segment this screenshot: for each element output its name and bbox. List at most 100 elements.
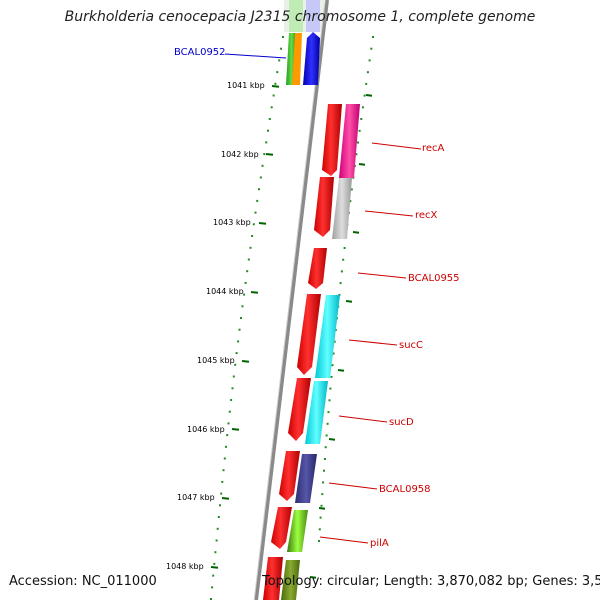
gc-dot-right (322, 481, 325, 484)
scale-tick (258, 222, 267, 225)
gene-label-bcal0952[interactable]: BCAL0952 (174, 47, 226, 58)
gc-dot-left (241, 305, 244, 308)
cds-arrow-partial (263, 557, 283, 600)
gc-dot-right (334, 329, 337, 331)
gc-dot-right (372, 36, 374, 38)
gc-dot-left (249, 246, 252, 249)
gc-dot-right (365, 82, 368, 85)
scale-tick-right (318, 507, 326, 510)
gc-dot-right (358, 129, 361, 132)
gc-dot-right (339, 282, 342, 285)
cds-arrow-top-blue (303, 32, 320, 85)
sequence-backbone (254, 0, 329, 600)
gc-dot-left (231, 387, 234, 390)
scale-label-1044: 1044 kbp (206, 287, 244, 296)
gc-dot-left (223, 457, 226, 460)
gc-dot-right (318, 528, 321, 531)
gc-dot-left (268, 118, 271, 120)
scale-label-1046: 1046 kbp (187, 425, 225, 434)
gc-dot-right (328, 399, 331, 402)
scale-tick (265, 153, 274, 156)
gc-dot-left (235, 352, 238, 355)
leader-sucd (338, 415, 388, 423)
scale-tick (221, 497, 230, 500)
gc-dot-right (318, 540, 320, 542)
gene-label-recx[interactable]: recX (415, 210, 438, 221)
scale-label-1041: 1041 kbp (227, 81, 265, 90)
gc-dot-left (261, 164, 264, 167)
scale-label-1048: 1048 kbp (166, 562, 204, 571)
gc-dot-right (321, 493, 324, 496)
cds-arrow-top-orange (292, 33, 302, 85)
gc-dot-left (246, 270, 249, 273)
scale-label-1045: 1045 kbp (197, 356, 235, 365)
gc-dot-right (332, 352, 335, 355)
gc-dot-left (272, 94, 275, 97)
gc-dot-left (220, 492, 223, 495)
gene-label-bcal0955[interactable]: BCAL0955 (408, 273, 460, 284)
scale-label-1043: 1043 kbp (213, 218, 251, 227)
gc-dot-left (282, 36, 284, 38)
gc-dot-right (363, 94, 366, 97)
leader-reca (371, 142, 422, 150)
gene-label-sucd[interactable]: sucD (389, 417, 414, 428)
gc-dot-right (330, 375, 333, 378)
cds-arrow-reca (322, 104, 342, 176)
gc-dot-right (333, 340, 336, 343)
gc-dot-right (338, 293, 341, 296)
gc-dot-left (252, 223, 255, 226)
gc-dot-left (210, 598, 212, 600)
gc-dot-right (355, 153, 358, 156)
gc-dot-left (274, 82, 277, 85)
scale-tick-right (328, 438, 336, 441)
gc-dot-left (258, 188, 260, 191)
gc-dot-right (342, 258, 345, 261)
gc-dot-right (320, 504, 323, 507)
gene-label-reca[interactable]: recA (422, 143, 445, 154)
gc-dot-right (370, 47, 373, 50)
accession-text: Accession: NC_011000 (9, 574, 157, 589)
leader-recx (364, 210, 414, 217)
gc-dot-right (329, 387, 332, 390)
gc-dot-right (368, 59, 371, 62)
gc-dot-right (349, 200, 352, 203)
cog-block-reca (339, 104, 360, 178)
leader-bcal0955 (357, 272, 407, 279)
gene-labels: BCAL0952 recA recX BCAL0955 sucC sucD BC… (174, 47, 460, 549)
gc-dot-right (319, 516, 322, 519)
gc-dot-left (227, 422, 230, 425)
gc-dot-right (366, 71, 369, 74)
scale-ticks (210, 85, 373, 579)
gc-dot-right (361, 106, 364, 109)
gc-dot-left (251, 235, 254, 237)
gene-track-top (286, 0, 320, 85)
gc-dot-right (327, 411, 330, 414)
gc-dot-right (357, 141, 359, 144)
gc-dot-left (263, 153, 266, 156)
gc-dot-left (276, 71, 279, 74)
gc-dot-right (325, 434, 328, 437)
gc-dot-left (216, 527, 219, 530)
gc-dot-left (267, 129, 269, 132)
gene-label-pila[interactable]: pilA (370, 538, 389, 549)
gc-dot-left (244, 281, 247, 284)
gc-dot-right (323, 458, 326, 460)
sequence-backbone-highlight (253, 0, 326, 600)
gc-dot-left (232, 375, 235, 378)
gc-dot-left (265, 141, 268, 144)
gc-dot-left (240, 317, 242, 319)
cog-block-recx (332, 178, 352, 239)
gc-dot-left (228, 410, 231, 413)
gene-label-bcal0958[interactable]: BCAL0958 (379, 484, 431, 495)
label-leaders (224, 53, 422, 544)
scale-tick (250, 291, 259, 294)
gc-dot-left (270, 106, 273, 109)
gene-label-succ[interactable]: sucC (399, 340, 423, 351)
scale-labels: 1041 kbp 1042 kbp 1043 kbp 1044 kbp 1045… (166, 81, 265, 571)
cog-block-succ (315, 295, 340, 378)
gc-dot-left (280, 47, 283, 50)
scale-tick (271, 85, 280, 88)
map-title: Burkholderia cenocepacia J2315 chromosom… (64, 9, 536, 25)
cds-arrow-bcal0955 (308, 248, 327, 289)
